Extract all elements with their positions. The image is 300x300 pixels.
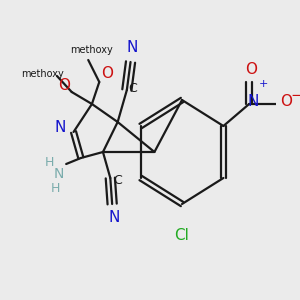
Text: C: C xyxy=(128,82,137,94)
Text: N: N xyxy=(127,40,138,56)
Text: N: N xyxy=(54,167,64,181)
Text: −: − xyxy=(291,88,300,104)
Text: Cl: Cl xyxy=(175,229,189,244)
Text: O: O xyxy=(58,79,70,94)
Text: methoxy: methoxy xyxy=(70,45,113,55)
Text: methoxy: methoxy xyxy=(21,69,64,79)
Text: O: O xyxy=(245,62,257,77)
Text: +: + xyxy=(259,79,268,89)
Text: H: H xyxy=(50,182,60,194)
Text: O: O xyxy=(100,67,112,82)
Text: O: O xyxy=(280,94,292,110)
Text: H: H xyxy=(45,155,54,169)
Text: N: N xyxy=(55,121,66,136)
Text: N: N xyxy=(108,211,120,226)
Text: N: N xyxy=(247,94,259,110)
Text: C: C xyxy=(113,173,122,187)
